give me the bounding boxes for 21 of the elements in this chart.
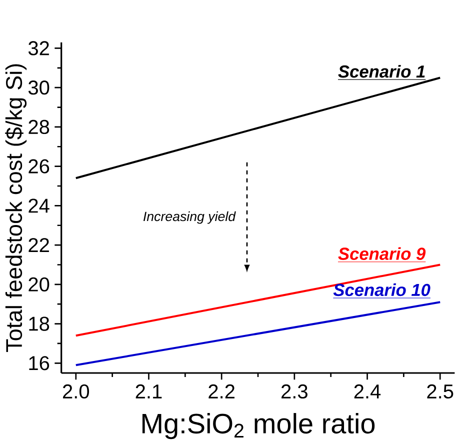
series-label: Scenario 9 bbox=[338, 247, 426, 260]
x-tick-label: 2.3 bbox=[282, 384, 308, 399]
series-label: Scenario 10 bbox=[333, 284, 430, 296]
y-tick-label: 16 bbox=[29, 356, 50, 370]
x-tick-label: 2.1 bbox=[136, 384, 162, 399]
x-tick-label: 2.5 bbox=[427, 384, 454, 399]
y-tick-label: 30 bbox=[28, 80, 50, 95]
y-tick-label: 18 bbox=[29, 316, 50, 332]
x-tick-label: 2.2 bbox=[208, 384, 234, 399]
y-axis-title: Total feedstock cost ($/kg Si) bbox=[5, 64, 27, 352]
x-tick-label: 2.0 bbox=[63, 384, 90, 399]
y-tick-label: 22 bbox=[28, 238, 49, 252]
y-tick-label: 28 bbox=[28, 120, 50, 134]
x-axis-title: Mg:SiO$_{2}$ mole ratio bbox=[142, 413, 375, 440]
y-tick-label: 20 bbox=[28, 278, 50, 292]
series-label: Scenario 1 bbox=[338, 65, 425, 78]
y-tick-label: 32 bbox=[28, 41, 49, 56]
x-tick-label: 2.4 bbox=[354, 384, 381, 399]
y-tick-label: 26 bbox=[28, 159, 50, 174]
y-tick-label: 24 bbox=[28, 198, 50, 213]
annotation: Increasing yield bbox=[143, 212, 236, 224]
